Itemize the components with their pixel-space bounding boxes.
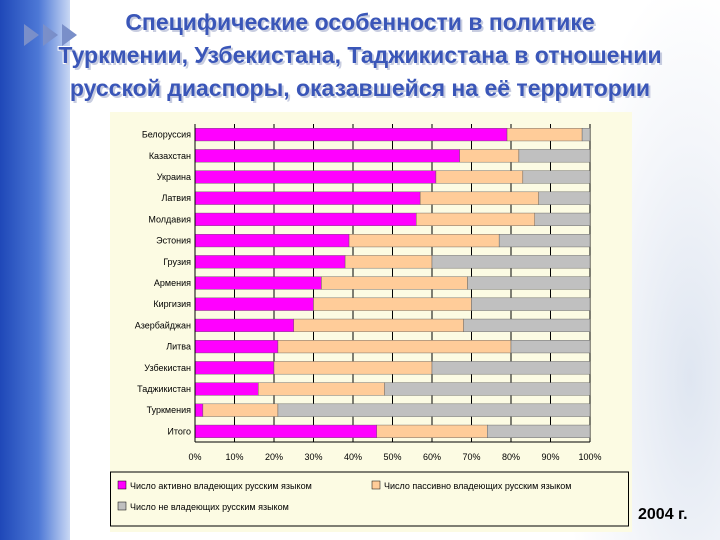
- bar-segment: [194, 424, 377, 438]
- bar-segment: [194, 382, 259, 396]
- bar-segment: [277, 340, 512, 354]
- bar-segment: [581, 128, 591, 142]
- bar-segment: [431, 361, 591, 375]
- x-tick-label: 100%: [578, 452, 601, 462]
- category-label: Казахстан: [149, 151, 191, 161]
- category-label: Итого: [167, 426, 191, 436]
- bar-segment: [194, 340, 279, 354]
- legend-swatch: [117, 501, 127, 511]
- bar-segment: [293, 318, 464, 332]
- bar-segment: [534, 212, 591, 226]
- arrow-icon: [43, 24, 58, 46]
- bar-segment: [518, 149, 591, 163]
- arrow-icon: [62, 24, 77, 46]
- category-label: Армения: [154, 278, 191, 288]
- bar-segment: [277, 403, 591, 417]
- bar-segment: [435, 170, 524, 184]
- category-label: Латвия: [161, 193, 191, 203]
- bar-segment: [498, 234, 591, 248]
- x-tick-label: 30%: [304, 452, 322, 462]
- bar-segment: [321, 276, 468, 290]
- x-tick-label: 60%: [423, 452, 441, 462]
- title-line-3: русской диаспоры, оказавшейся на её терр…: [69, 75, 651, 101]
- stacked-bar-chart: 0% 10% 20% 30% 40% 50% 60% 70% 80% 90% 100% Белорус…: [110, 124, 629, 527]
- bar-segment: [194, 234, 350, 248]
- bar-segment: [194, 297, 314, 311]
- bar-segment: [194, 128, 508, 142]
- x-tick-label: 80%: [502, 452, 520, 462]
- arrow-icon: [24, 24, 39, 46]
- legend-box: [110, 471, 629, 527]
- bar-segment: [194, 318, 294, 332]
- legend-label: Число пассивно владеющих русским языком: [384, 481, 571, 491]
- legend-label: Число активно владеющих русским языком: [130, 481, 312, 491]
- bar-segment: [194, 149, 460, 163]
- category-label: Украина: [157, 172, 191, 182]
- bar-segment: [348, 234, 500, 248]
- bar-segment: [431, 255, 591, 269]
- category-label: Белоруссия: [142, 130, 191, 140]
- bar-segment: [257, 382, 385, 396]
- slide-title: Специфические особенности в политике Тур…: [0, 6, 720, 105]
- bar-segment: [313, 297, 472, 311]
- category-label: Азербайджан: [135, 320, 191, 330]
- legend-swatch: [371, 480, 381, 490]
- bar-segment: [506, 128, 583, 142]
- bar-segment: [384, 382, 591, 396]
- x-tick-label: 40%: [344, 452, 362, 462]
- category-label: Литва: [166, 342, 191, 352]
- category-label: Таджикистан: [137, 384, 191, 394]
- bar-segment: [273, 361, 433, 375]
- bar-segment: [522, 170, 591, 184]
- legend-label: Число не владеющих русским языком: [130, 502, 289, 512]
- bar-segment: [194, 191, 421, 205]
- bar-segment: [194, 255, 346, 269]
- category-label: Узбекистан: [144, 363, 191, 373]
- year-label: 2004 г.: [638, 506, 688, 523]
- category-label: Эстония: [156, 236, 191, 246]
- bar-segment: [376, 424, 488, 438]
- bar-segment: [463, 318, 591, 332]
- x-tick-label: 90%: [541, 452, 559, 462]
- bar-segment: [471, 297, 591, 311]
- bar-segment: [416, 212, 535, 226]
- bar-segment: [487, 424, 591, 438]
- bar-segment: [194, 170, 437, 184]
- category-label: Молдавия: [148, 214, 191, 224]
- bar-segment: [467, 276, 591, 290]
- bar-segment: [419, 191, 539, 205]
- chart-area: 0% 10% 20% 30% 40% 50% 60% 70% 80% 90% 100% Белорус…: [110, 112, 632, 532]
- bar-segment: [194, 212, 417, 226]
- bar-segment: [538, 191, 591, 205]
- x-tick-label: 20%: [265, 452, 283, 462]
- x-tick-label: 0%: [188, 452, 201, 462]
- x-tick-label: 50%: [383, 452, 401, 462]
- legend-swatch: [117, 480, 127, 490]
- bar-segment: [510, 340, 591, 354]
- x-tick-label: 70%: [462, 452, 480, 462]
- title-line-2: Туркмении, Узбекистана, Таджикистана в о…: [58, 42, 662, 68]
- category-label: Туркмения: [147, 405, 192, 415]
- sidebar-gradient: [0, 0, 70, 540]
- x-tick-label: 10%: [225, 452, 243, 462]
- bar-segment: [194, 361, 275, 375]
- category-label: Грузия: [163, 257, 191, 267]
- bar-segment: [194, 403, 204, 417]
- bar-segment: [194, 276, 322, 290]
- arrow-decoration: [24, 24, 77, 46]
- bar-segment: [344, 255, 433, 269]
- title-line-1: Специфические особенности в политике: [125, 9, 595, 35]
- bar-segment: [202, 403, 279, 417]
- category-label: Киргизия: [153, 299, 191, 309]
- bar-segment: [459, 149, 520, 163]
